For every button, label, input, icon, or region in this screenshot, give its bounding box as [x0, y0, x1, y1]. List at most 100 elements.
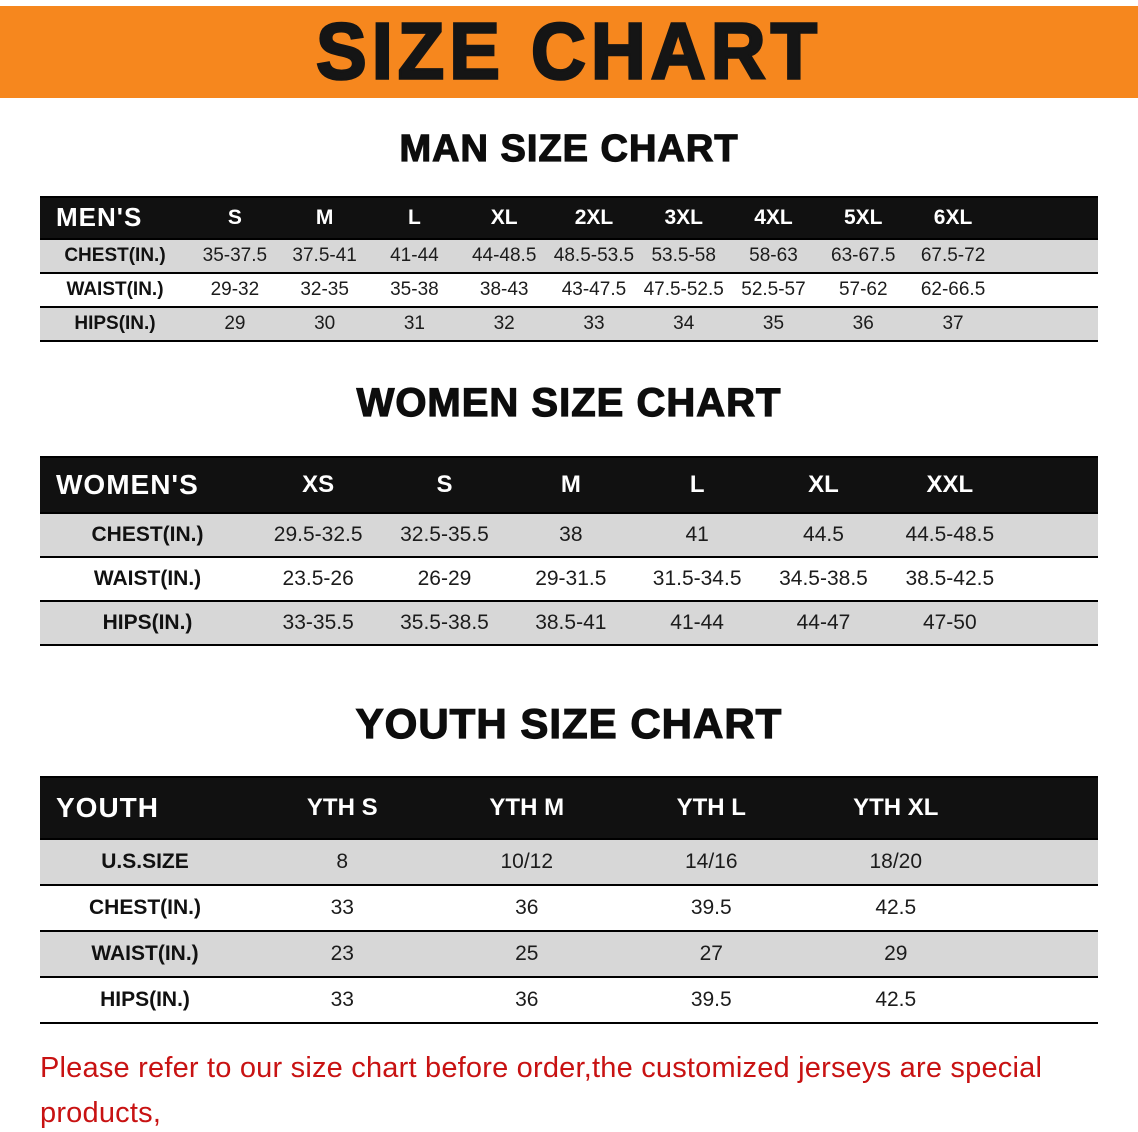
size-value-cell: 47.5-52.5: [643, 278, 724, 300]
table-row: HIPS(IN.) 29 30 31 32 33 34 35 36 37: [40, 306, 1098, 341]
size-value-cell: 38: [559, 522, 583, 546]
size-value-cell: 33: [330, 895, 354, 919]
size-value-cell: 63-67.5: [831, 244, 896, 266]
size-value-cell: 39.5: [690, 895, 732, 919]
size-value-cell: 38-43: [479, 278, 529, 300]
table-title-cell: WOMEN'S: [40, 456, 255, 513]
table-row: CHEST(IN.) 33 36 39.5 42.5: [40, 884, 1098, 931]
table-row: WAIST(IN.) 23.5-26 26-29 29-31.5 31.5-34.5 34…: [40, 556, 1098, 601]
size-value-cell: 38.5-42.5: [905, 566, 995, 590]
spacer-cell: [988, 931, 1098, 977]
table-row: WAIST(IN.) 29-32 32-35 35-38 38-43 43-47.5 47.…: [40, 272, 1098, 307]
size-column-header: 6XL: [908, 196, 998, 239]
size-column-header: 3XL: [638, 196, 729, 239]
spacer-cell: [1013, 513, 1098, 557]
spacer-cell: [1013, 557, 1098, 601]
size-value-cell: 23.5-26: [282, 566, 354, 590]
size-value-cell: 30: [314, 312, 336, 334]
size-value-cell: 33: [330, 987, 354, 1011]
size-column-header: M: [507, 456, 634, 513]
size-value-cell: 36: [515, 895, 539, 919]
spacer-cell: [998, 196, 1098, 239]
size-value-cell: 29: [224, 312, 246, 334]
size-column-header: YTH L: [619, 776, 804, 839]
size-column-header: M: [279, 196, 370, 239]
size-section-men: MAN SIZE CHART MEN'S S M L XL 2XL 3XL 4XL 5XL 6XL C…: [40, 127, 1098, 342]
size-value-cell: 33-35.5: [282, 610, 354, 634]
size-section-youth: YOUTH SIZE CHART YOUTH YTH S YTH M YTH L YTH …: [40, 699, 1098, 1024]
size-value-cell: 34: [673, 312, 695, 334]
size-value-cell: 39.5: [690, 987, 732, 1011]
size-value-cell: 47-50: [922, 610, 977, 634]
size-value-cell: 25: [515, 941, 539, 965]
table-row: CHEST(IN.) 29.5-32.5 32.5-35.5 38 41 44.5 44.5…: [40, 512, 1098, 557]
size-column-header: S: [381, 456, 508, 513]
size-value-cell: 34.5-38.5: [779, 566, 868, 590]
size-value-cell: 33: [583, 312, 605, 334]
section-heading-youth: YOUTH SIZE CHART: [355, 699, 783, 747]
size-value-cell: 18/20: [869, 849, 923, 873]
size-value-cell: 35.5-38.5: [400, 610, 489, 634]
banner: SIZE CHART: [0, 6, 1138, 98]
table-row: HIPS(IN.) 33-35.5 35.5-38.5 38.5-41 41-44 44-…: [40, 600, 1098, 645]
size-value-cell: 42.5: [875, 895, 917, 919]
size-value-cell: 44-47: [796, 610, 851, 634]
size-column-header: L: [633, 456, 761, 513]
spacer-cell: [998, 273, 1098, 307]
spacer-cell: [988, 776, 1098, 839]
size-value-cell: 35-38: [390, 278, 439, 300]
size-value-cell: 27: [699, 941, 723, 965]
size-column-header: YTH XL: [803, 776, 988, 839]
size-value-cell: 8: [336, 849, 349, 873]
spacer-cell: [998, 307, 1098, 341]
table-header-row: YOUTH YTH S YTH M YTH L YTH XL: [40, 776, 1098, 839]
row-label: U.S.SIZE: [101, 849, 189, 873]
content: MAN SIZE CHART MEN'S S M L XL 2XL 3XL 4XL 5XL 6XL C…: [0, 127, 1138, 1132]
size-value-cell: 44.5-48.5: [905, 522, 995, 546]
size-value-cell: 32-35: [300, 278, 349, 300]
size-value-cell: 26-29: [417, 566, 472, 590]
size-value-cell: 31.5-34.5: [652, 566, 742, 590]
table-row: CHEST(IN.) 35-37.5 37.5-41 41-44 44-48.5 48.5…: [40, 238, 1098, 273]
size-value-cell: 52.5-57: [741, 278, 806, 300]
table-header-row: WOMEN'S XS S M L XL XXL: [40, 456, 1098, 513]
size-column-header: S: [190, 196, 280, 239]
size-column-header: XL: [760, 456, 887, 513]
row-label: CHEST(IN.): [64, 244, 166, 266]
men-size-table: MEN'S S M L XL 2XL 3XL 4XL 5XL 6XL CHEST(IN.) 35-37…: [40, 196, 1098, 342]
size-value-cell: 35: [762, 312, 785, 334]
size-column-header: YTH M: [434, 776, 619, 839]
size-value-cell: 29: [884, 941, 908, 965]
size-value-cell: 32.5-35.5: [400, 522, 489, 546]
size-value-cell: 62-66.5: [920, 278, 986, 300]
spacer-cell: [988, 885, 1098, 931]
size-column-header: 5XL: [818, 196, 909, 239]
spacer-cell: [988, 839, 1098, 885]
size-column-header: YTH S: [250, 776, 435, 839]
size-value-cell: 31: [403, 312, 425, 334]
size-value-cell: 36: [852, 312, 874, 334]
disclaimer: Please refer to our size chart before or…: [40, 1046, 1098, 1132]
size-column-header: XL: [459, 196, 550, 239]
banner-title: SIZE CHART: [315, 6, 822, 97]
size-value-cell: 44.5: [803, 522, 844, 546]
size-value-cell: 38.5-41: [535, 610, 607, 634]
size-column-header: 2XL: [549, 196, 639, 239]
row-label: CHEST(IN.): [91, 522, 204, 546]
size-value-cell: 42.5: [875, 987, 917, 1011]
size-value-cell: 35-37.5: [202, 244, 268, 266]
section-heading-men: MAN SIZE CHART: [399, 127, 739, 170]
size-value-cell: 57-62: [838, 278, 888, 300]
size-section-women: WOMEN SIZE CHART WOMEN'S XS S M L XL XXL CHEST(I…: [40, 380, 1098, 646]
spacer-cell: [998, 239, 1098, 273]
row-label: HIPS(IN.): [100, 987, 190, 1011]
size-value-cell: 29-31.5: [535, 566, 607, 590]
size-value-cell: 29.5-32.5: [273, 522, 363, 546]
size-column-header: XXL: [886, 456, 1013, 513]
section-heading-women: WOMEN SIZE CHART: [356, 380, 782, 425]
size-column-header: 4XL: [728, 196, 819, 239]
size-value-cell: 43-47.5: [561, 278, 627, 300]
table-title-cell: YOUTH: [40, 776, 250, 839]
spacer-cell: [988, 977, 1098, 1023]
